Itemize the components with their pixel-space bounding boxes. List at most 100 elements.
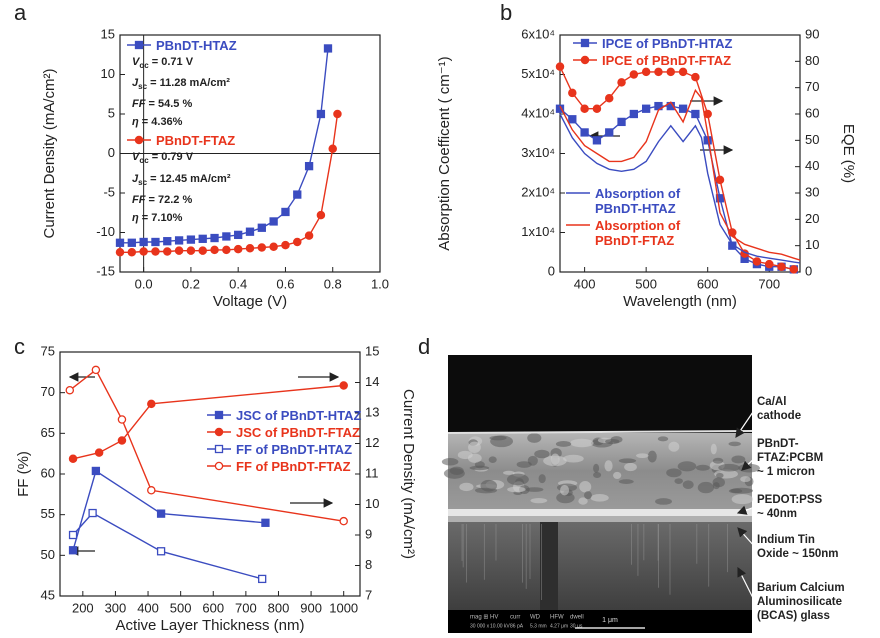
y-tick-label: 6x10⁴ bbox=[521, 26, 555, 41]
data-point bbox=[187, 247, 194, 254]
sem-layer-label: PBnDT- bbox=[757, 438, 799, 450]
sem-texture bbox=[579, 481, 591, 492]
data-point bbox=[211, 246, 218, 253]
sem-texture bbox=[527, 433, 541, 443]
y-tick-label: -15 bbox=[96, 263, 115, 278]
x-tick-label: 200 bbox=[72, 600, 94, 615]
note-symbol: η bbox=[132, 212, 139, 224]
legend-marker bbox=[135, 137, 142, 144]
y-tick-label: 0 bbox=[108, 145, 115, 160]
sem-texture bbox=[593, 472, 601, 478]
sem-texture bbox=[528, 456, 538, 466]
note-text: = 72.2 % bbox=[145, 194, 192, 206]
sem-texture bbox=[470, 466, 490, 471]
data-point bbox=[643, 105, 650, 112]
data-point bbox=[317, 212, 324, 219]
legend-label: IPCE of PBnDT-FTAZ bbox=[602, 53, 731, 68]
sem-info-value: 5.3 mm bbox=[530, 623, 547, 629]
data-point bbox=[118, 437, 125, 444]
sem-texture bbox=[489, 456, 497, 463]
panel-letter: d bbox=[418, 334, 430, 359]
legend-marker bbox=[581, 56, 588, 63]
data-point bbox=[305, 232, 312, 239]
sem-texture bbox=[530, 498, 547, 503]
data-point bbox=[569, 116, 576, 123]
legend-marker bbox=[215, 428, 222, 435]
data-point bbox=[148, 400, 155, 407]
legend-swatch bbox=[572, 36, 598, 50]
y2-tick-label: 70 bbox=[805, 79, 819, 94]
x-tick-label: 700 bbox=[758, 276, 780, 291]
note-text: = 11.28 mA/cm² bbox=[147, 77, 230, 89]
data-point bbox=[158, 510, 165, 517]
sem-texture bbox=[604, 460, 612, 471]
legend-entry: Absorption of PBnDT-FTAZ bbox=[565, 218, 685, 248]
data-point bbox=[766, 261, 773, 268]
legend-marker bbox=[216, 412, 223, 419]
data-point bbox=[152, 248, 159, 255]
y-tick-label: 75 bbox=[41, 343, 55, 358]
x-axis-label: Wavelength (nm) bbox=[623, 293, 737, 310]
note-text: = 0.71 V bbox=[149, 56, 193, 68]
sem-info-value: 86 pA bbox=[510, 623, 524, 629]
y2-tick-label: 20 bbox=[805, 211, 819, 226]
data-point bbox=[692, 74, 699, 81]
data-point bbox=[569, 89, 576, 96]
x-tick-label: 600 bbox=[202, 600, 224, 615]
sem-pedot bbox=[448, 509, 752, 516]
note-text: = 7.10% bbox=[139, 212, 183, 224]
note: Jsc = 11.28 mA/cm² bbox=[132, 76, 296, 94]
sem-layer-label: ~ 40nm bbox=[757, 508, 797, 520]
sem-texture bbox=[480, 480, 497, 492]
y-tick-label: 60 bbox=[41, 465, 55, 480]
sem-texture bbox=[584, 491, 592, 499]
y-tick-label: 70 bbox=[41, 384, 55, 399]
y-tick-label: 2x10⁴ bbox=[521, 184, 555, 199]
sem-layer-label: Aluminosilicate bbox=[757, 596, 842, 608]
note: Voc = 0.79 V bbox=[132, 150, 296, 168]
sem-texture bbox=[613, 472, 621, 479]
note-subscript: oc bbox=[139, 157, 148, 166]
y2-tick-label: 14 bbox=[365, 374, 379, 389]
legend-entry: PBnDT-HTAZ bbox=[126, 38, 296, 53]
note: η = 4.36% bbox=[132, 115, 296, 130]
sem-info-header: curr bbox=[510, 615, 520, 621]
x-tick-label: 0.4 bbox=[229, 276, 247, 291]
data-point bbox=[70, 547, 77, 554]
data-point bbox=[117, 239, 124, 246]
panel-letter: a bbox=[14, 0, 27, 25]
legend-swatch bbox=[206, 442, 232, 456]
data-point bbox=[235, 231, 242, 238]
sem-texture bbox=[636, 453, 648, 458]
sem-texture bbox=[683, 480, 694, 489]
y-tick-label: 3x10⁴ bbox=[521, 145, 555, 160]
sem-texture bbox=[605, 439, 619, 444]
sem-glass bbox=[448, 522, 752, 610]
y2-tick-label: 40 bbox=[805, 158, 819, 173]
x-tick-label: 0.6 bbox=[276, 276, 294, 291]
sem-texture bbox=[442, 458, 459, 466]
x-axis-label: Active Layer Thickness (nm) bbox=[116, 617, 305, 633]
legend-swatch bbox=[572, 53, 598, 67]
y2-tick-label: 7 bbox=[365, 587, 372, 602]
data-point bbox=[630, 71, 637, 78]
y-tick-label: 50 bbox=[41, 547, 55, 562]
data-point bbox=[317, 111, 324, 118]
legend-entry: JSC of PBnDT-HTAZ bbox=[206, 408, 376, 423]
note: Jsc = 12.45 mA/cm² bbox=[132, 172, 296, 190]
y2-tick-label: 15 bbox=[365, 343, 379, 358]
y2-axis-label: Current Density (mA/cm²) bbox=[400, 389, 417, 559]
x-tick-label: 400 bbox=[574, 276, 596, 291]
sem-texture bbox=[666, 468, 681, 477]
data-point bbox=[556, 63, 563, 70]
sem-texture bbox=[668, 442, 679, 452]
legend-marker bbox=[215, 462, 222, 469]
data-point bbox=[152, 238, 159, 245]
data-point bbox=[247, 228, 254, 235]
sem-texture bbox=[570, 439, 594, 447]
sem-texture bbox=[713, 477, 725, 487]
data-point bbox=[692, 111, 699, 118]
data-point bbox=[680, 105, 687, 112]
legend-label: IPCE of PBnDT-HTAZ bbox=[602, 36, 732, 51]
